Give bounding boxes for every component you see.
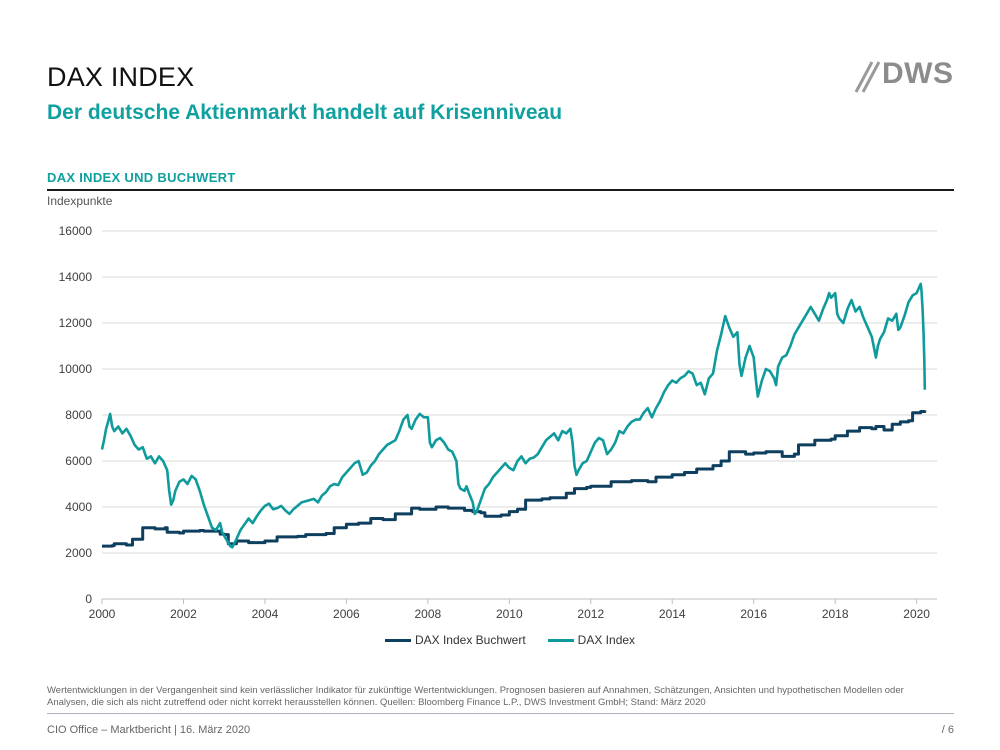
logo-slash-icon [854, 61, 881, 93]
y-tick-label: 14000 [59, 270, 93, 284]
y-tick-label: 4000 [65, 500, 92, 514]
legend-item-dax: DAX Index [547, 633, 636, 647]
x-tick-label: 2020 [903, 607, 930, 621]
page-title: DAX INDEX [47, 62, 195, 92]
x-tick-label: 2012 [577, 607, 604, 621]
y-tick-label: 10000 [59, 362, 93, 376]
footer-source: CIO Office – Marktbericht | 16. März 202… [47, 724, 251, 736]
page-number: / 6 [941, 724, 954, 736]
y-axis-label: Indexpunkte [47, 194, 113, 208]
x-tick-label: 2010 [496, 607, 523, 621]
chart-legend: DAX Index Buchwert DAX Index [0, 633, 1000, 647]
x-tick-label: 2004 [252, 607, 279, 621]
legend-swatch-dax [547, 638, 574, 642]
legend-swatch-buchwert [384, 638, 411, 642]
x-tick-label: 2008 [415, 607, 442, 621]
x-tick-label: 2000 [89, 607, 116, 621]
y-tick-label: 12000 [59, 316, 93, 330]
page-subtitle: Der deutsche Aktienmarkt handelt auf Kri… [47, 101, 563, 124]
legend-label-dax: DAX Index [577, 633, 636, 647]
chart-section-title: DAX INDEX UND BUCHWERT [47, 170, 236, 185]
logo-text: DWS [882, 57, 954, 90]
disclaimer-footnote: Wertentwicklungen in der Vergangenheit s… [47, 685, 904, 708]
legend-item-buchwert: DAX Index Buchwert [384, 633, 526, 647]
series-line-buchwert [102, 410, 927, 548]
x-tick-label: 2016 [740, 607, 767, 621]
footer-divider [47, 713, 954, 714]
section-divider [47, 189, 954, 191]
series-line-dax [100, 282, 927, 549]
x-tick-label: 2014 [659, 607, 686, 621]
y-tick-label: 16000 [59, 224, 93, 238]
y-tick-label: 6000 [65, 454, 92, 468]
legend-label-buchwert: DAX Index Buchwert [414, 633, 526, 647]
x-tick-label: 2018 [822, 607, 849, 621]
y-tick-label: 2000 [65, 546, 92, 560]
y-tick-label: 8000 [65, 408, 92, 422]
y-tick-label: 0 [85, 592, 92, 606]
x-tick-label: 2002 [170, 607, 197, 621]
dws-logo: DWS [852, 57, 956, 95]
x-tick-label: 2006 [333, 607, 360, 621]
